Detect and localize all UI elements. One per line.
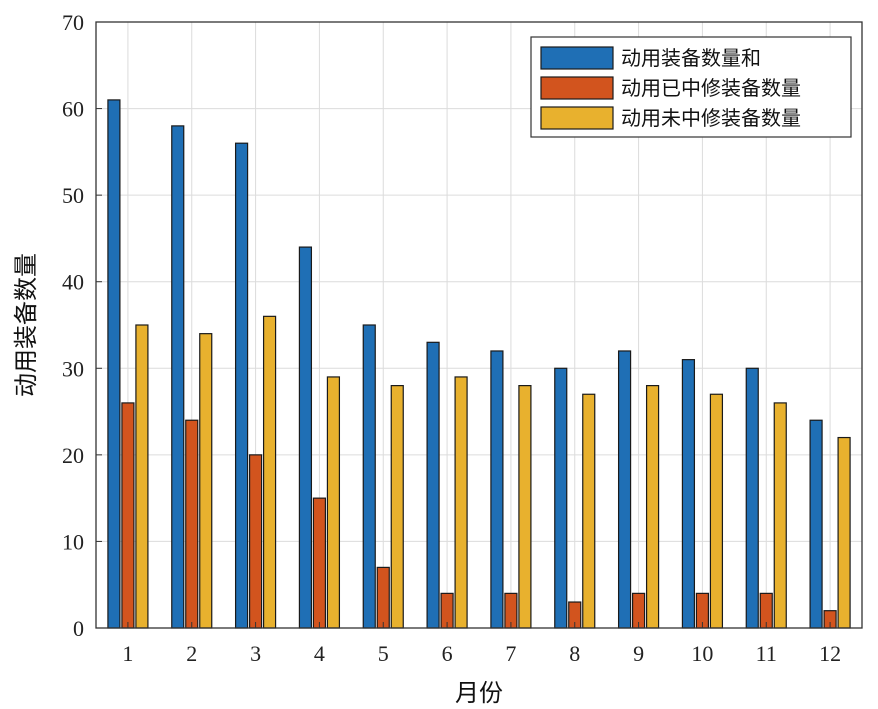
x-tick-label: 6 — [442, 641, 453, 666]
y-tick-label: 0 — [73, 616, 84, 641]
x-tick-label: 3 — [250, 641, 261, 666]
x-tick-label: 12 — [819, 641, 841, 666]
plot-frame — [95, 21, 863, 629]
bar — [362, 324, 376, 629]
bar — [121, 402, 135, 629]
x-tick-label: 1 — [122, 641, 133, 666]
x-tick-label: 11 — [756, 641, 777, 666]
bars-group — [107, 99, 851, 629]
x-axis-label: 月份 — [455, 679, 503, 707]
bar — [312, 497, 327, 629]
bar — [773, 402, 787, 629]
bar — [248, 454, 263, 629]
legend-label: 动用已中修装备数量 — [621, 76, 801, 100]
bar — [326, 376, 341, 629]
legend-label: 动用未中修装备数量 — [621, 106, 801, 130]
bar — [681, 359, 696, 629]
bar — [709, 393, 724, 629]
x-tick-label: 9 — [633, 641, 644, 666]
legend-label: 动用装备数量和 — [621, 46, 761, 70]
bar — [171, 125, 185, 629]
bar — [617, 350, 632, 629]
bar — [135, 324, 149, 629]
bar — [645, 385, 660, 629]
y-tick-label: 60 — [62, 97, 84, 122]
y-tick-label: 10 — [62, 529, 84, 554]
bar — [809, 419, 823, 629]
bar — [234, 142, 249, 629]
x-tick-label: 10 — [691, 641, 713, 666]
y-axis-label: 动用装备数量 — [12, 253, 40, 397]
bar — [582, 393, 596, 629]
bar — [837, 436, 851, 629]
y-tick-label: 50 — [62, 183, 84, 208]
bar — [199, 333, 213, 629]
bar — [107, 99, 121, 629]
y-tick-label: 40 — [62, 270, 84, 295]
axes-group — [95, 21, 863, 629]
legend-swatch — [540, 46, 614, 70]
y-tick-label: 30 — [62, 356, 84, 381]
bar — [454, 376, 468, 629]
x-tick-label: 8 — [569, 641, 580, 666]
bar — [745, 367, 759, 629]
x-tick-label: 5 — [378, 641, 389, 666]
bar — [262, 315, 277, 629]
bar — [426, 341, 440, 629]
legend-swatch — [540, 106, 614, 130]
legend-swatch — [540, 76, 614, 100]
x-tick-label: 4 — [314, 641, 325, 666]
x-tick-label: 7 — [505, 641, 516, 666]
y-tick-label: 20 — [62, 443, 84, 468]
x-tick-label: 2 — [186, 641, 197, 666]
bar — [185, 419, 199, 629]
bar — [554, 367, 568, 629]
bar — [518, 385, 532, 629]
bar — [390, 385, 404, 629]
bar — [376, 566, 390, 629]
grid-lines — [96, 21, 862, 629]
bar — [490, 350, 504, 629]
bar — [298, 246, 313, 629]
y-tick-label: 70 — [62, 10, 84, 35]
